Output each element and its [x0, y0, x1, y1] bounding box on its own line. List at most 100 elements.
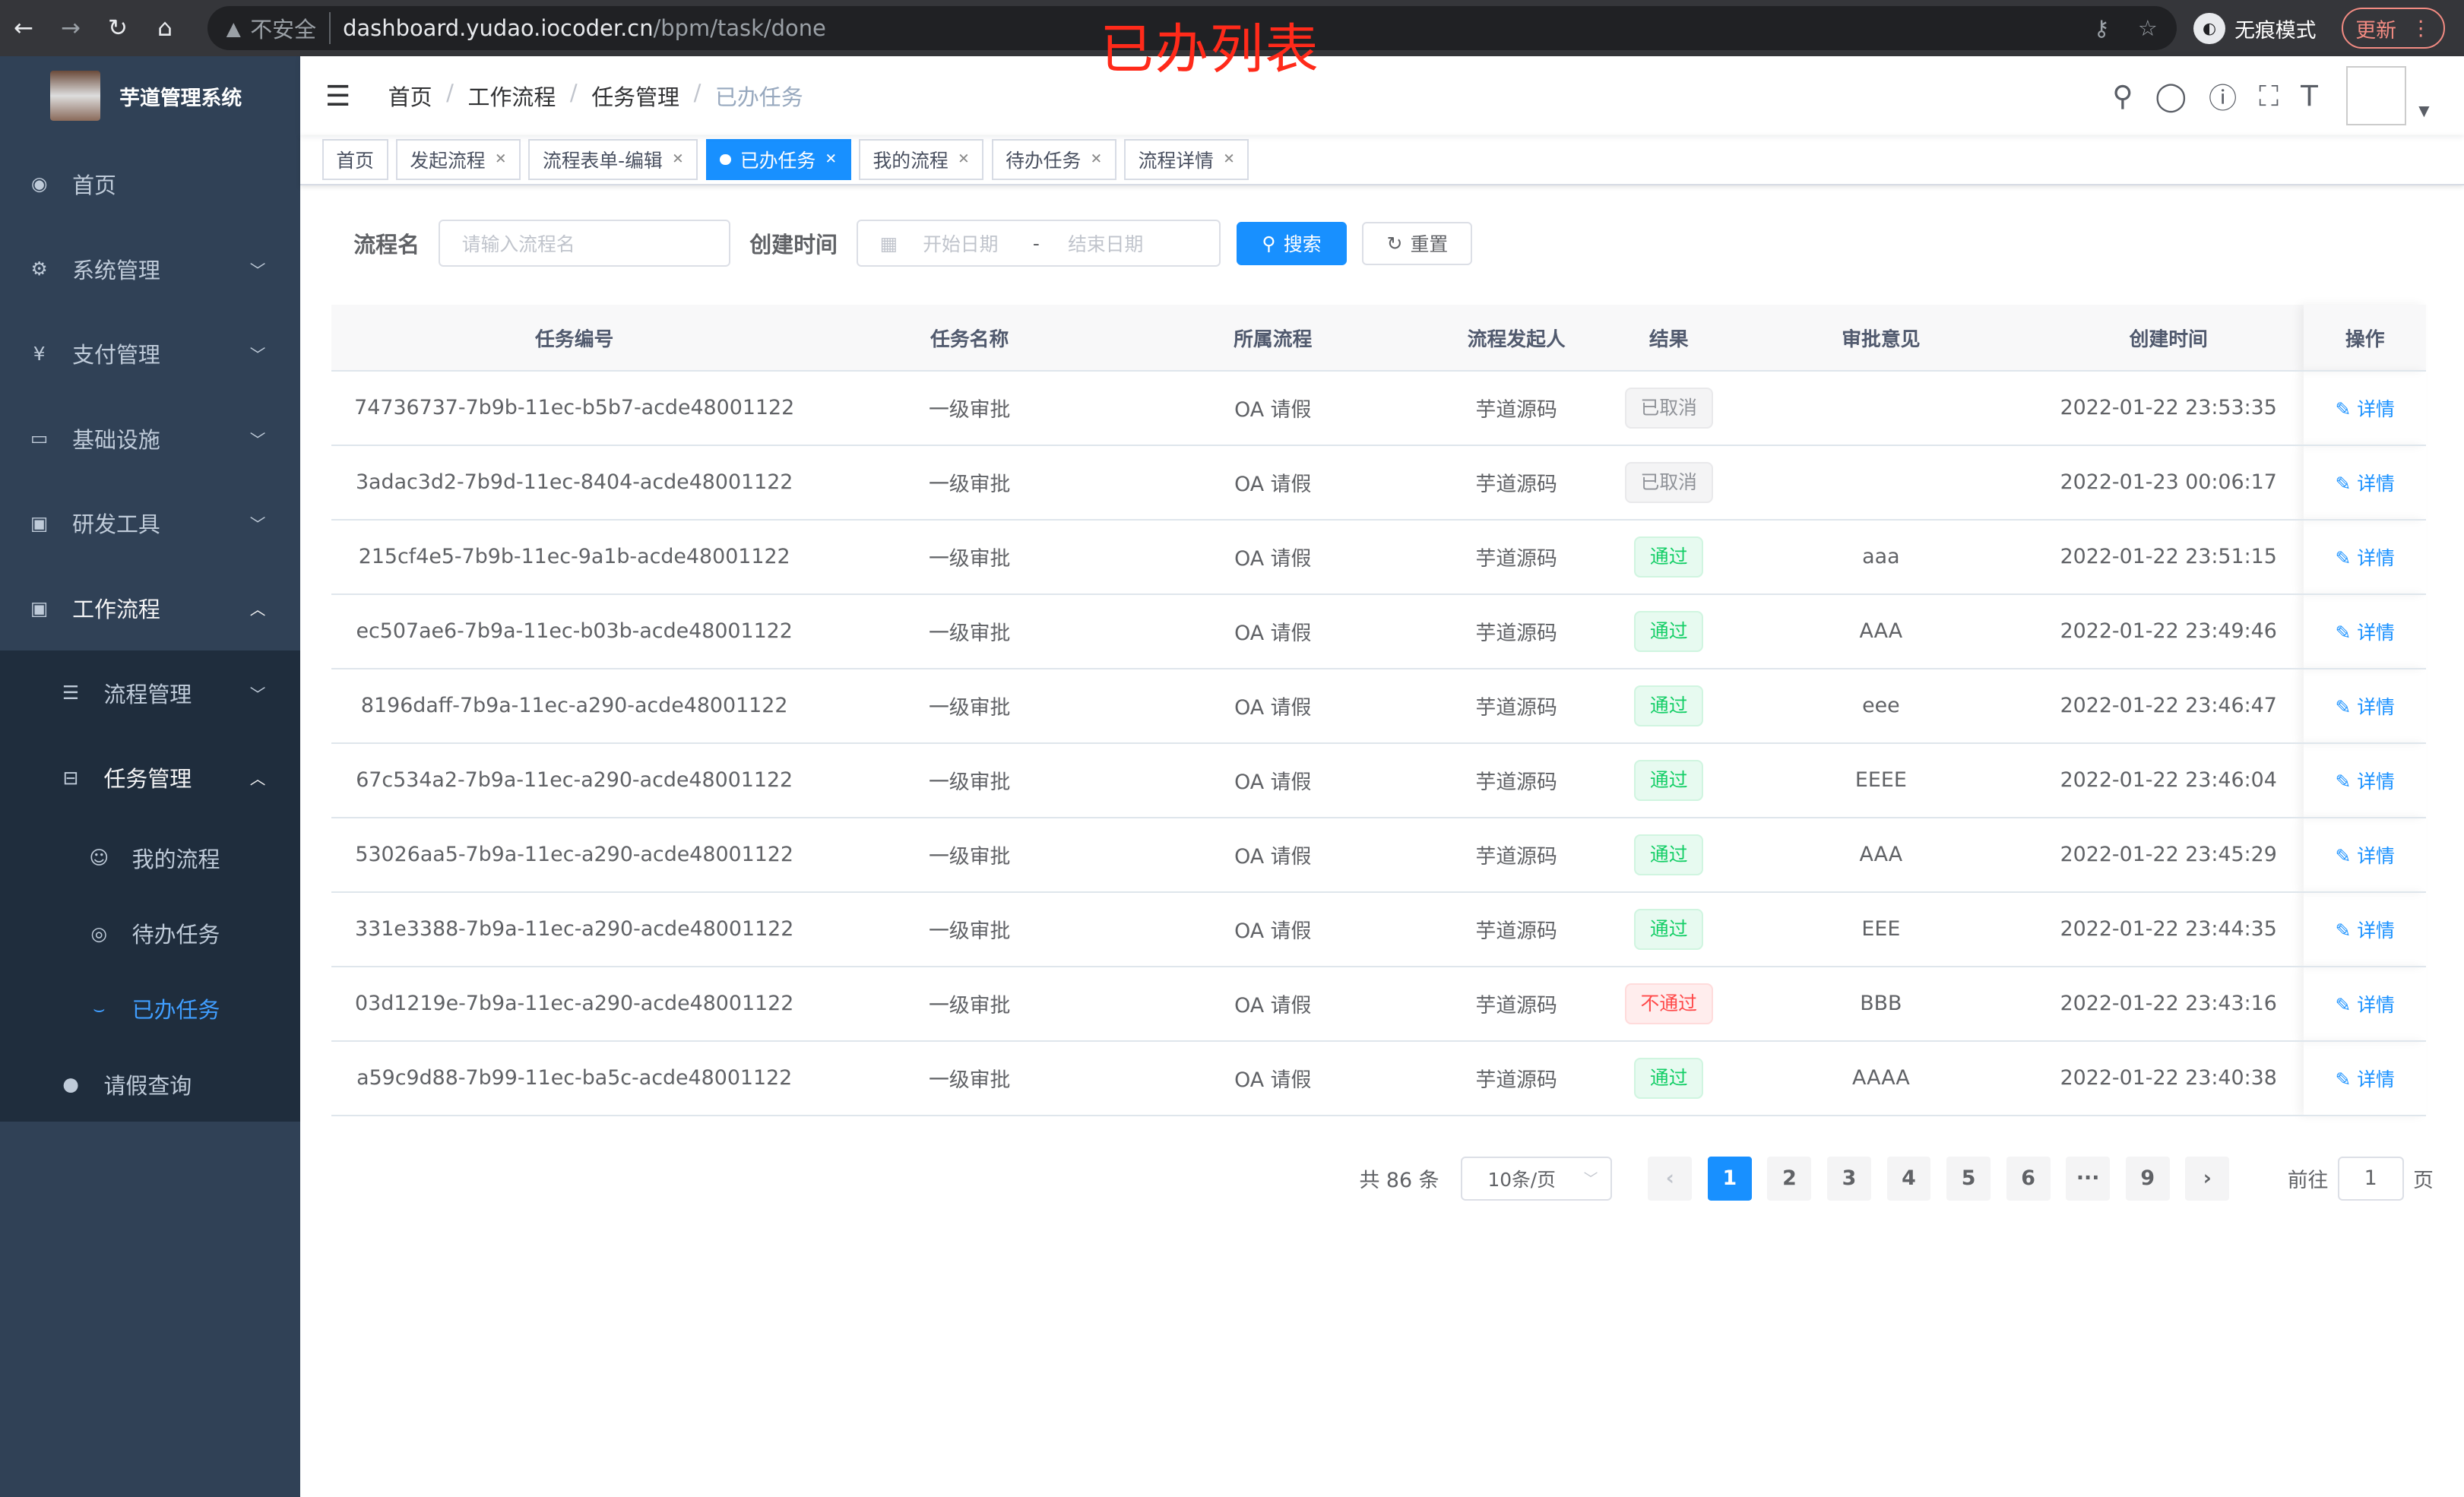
tag-process-detail[interactable]: 流程详情 ✕ — [1124, 139, 1249, 180]
monitor-icon: ▭ — [30, 427, 49, 450]
github-icon[interactable]: ◯ — [2155, 79, 2187, 113]
list-icon: ☰ — [62, 682, 80, 704]
breadcrumb-item[interactable]: 工作流程 — [467, 84, 556, 111]
edit-icon: ✎ — [2335, 919, 2352, 942]
sidebar-item-workflow[interactable]: ▣ 工作流程 ︿ — [0, 565, 300, 650]
sidebar-item-leave[interactable]: ● 请假查询 — [0, 1046, 300, 1122]
page-button[interactable]: 4 — [1886, 1156, 1931, 1201]
detail-button[interactable]: ✎ 详情 — [2336, 845, 2395, 867]
task-id: 53026aa5-7b9a-11ec-a290-acde48001122 — [355, 843, 793, 867]
sidebar-item-home[interactable]: ◉ 首页 — [0, 141, 300, 226]
process-name-cell: OA 请假 — [1122, 445, 1424, 521]
task-id: 331e3388-7b9a-11ec-a290-acde48001122 — [355, 917, 794, 942]
search-icon[interactable]: ⚲ — [2112, 79, 2133, 113]
page-button[interactable]: 5 — [1946, 1156, 1991, 1201]
sidebar-item-todo[interactable]: ◎ 待办任务 — [0, 895, 300, 970]
page-button[interactable]: 3 — [1827, 1156, 1871, 1201]
task-name: 一级审批 — [928, 398, 1011, 423]
date-range-picker[interactable]: ▦ 开始日期 - 结束日期 — [856, 220, 1221, 267]
forward-icon[interactable]: → — [61, 14, 81, 43]
sidebar-item-system[interactable]: ⚙ 系统管理 ﹀ — [0, 226, 300, 312]
process-name: OA 请假 — [1234, 473, 1312, 497]
prev-page-button[interactable]: ‹ — [1648, 1156, 1693, 1201]
sidebar-item-infra[interactable]: ▭ 基础设施 ﹀ — [0, 396, 300, 481]
close-icon[interactable]: ✕ — [958, 151, 970, 168]
detail-button[interactable]: ✎ 详情 — [2336, 547, 2395, 569]
back-icon[interactable]: ← — [14, 14, 33, 43]
fullscreen-icon[interactable]: ⛶ — [2259, 78, 2279, 112]
page-button[interactable]: ··· — [2066, 1156, 2111, 1201]
sidebar-item-dev[interactable]: ▣ 研发工具 ﹀ — [0, 481, 300, 566]
column-header: 结果 — [1609, 305, 1729, 372]
update-button[interactable]: 更新 ⋮ — [2341, 8, 2446, 49]
detail-button[interactable]: ✎ 详情 — [2336, 771, 2395, 793]
total-count: 共 86 条 — [1359, 1169, 1439, 1193]
page-button[interactable]: 9 — [2125, 1156, 2170, 1201]
tag-my-process[interactable]: 我的流程 ✕ — [858, 139, 984, 180]
column-header: 创建时间 — [2033, 305, 2304, 372]
initiator-cell: 芋道源码 — [1424, 891, 1610, 967]
font-size-icon[interactable]: T — [2301, 79, 2318, 113]
close-icon[interactable]: ✕ — [825, 151, 838, 168]
star-icon[interactable]: ☆ — [2137, 15, 2158, 42]
close-icon[interactable]: ✕ — [1223, 151, 1235, 168]
caret-down-icon[interactable]: ▼ — [2418, 103, 2430, 120]
user-icon: ● — [62, 1073, 79, 1095]
close-icon[interactable]: ✕ — [494, 151, 507, 168]
detail-button[interactable]: ✎ 详情 — [2336, 1068, 2395, 1090]
detail-button[interactable]: ✎ 详情 — [2336, 919, 2395, 942]
tag-home[interactable]: 首页 — [321, 139, 388, 180]
sidebar-item-done[interactable]: ⌣ 已办任务 — [0, 971, 300, 1046]
toolbox-icon: ▣ — [30, 597, 49, 619]
close-icon[interactable]: ✕ — [1090, 151, 1103, 168]
label: 流程表单-编辑 — [542, 149, 663, 172]
sidebar-item-pay[interactable]: ¥ 支付管理 ﹀ — [0, 311, 300, 396]
tag-form-edit[interactable]: 流程表单-编辑 ✕ — [528, 139, 698, 180]
address-bar[interactable]: ▲ 不安全 dashboard.yudao.iocoder.cn/bpm/tas… — [207, 6, 2177, 51]
detail-button[interactable]: ✎ 详情 — [2336, 696, 2395, 718]
incognito-badge[interactable]: ◐ 无痕模式 — [2187, 8, 2332, 49]
tag-start-process[interactable]: 发起流程 ✕ — [395, 139, 521, 180]
breadcrumb: 首页 / 工作流程 / 任务管理 / 已办任务 — [388, 80, 803, 111]
task-name-cell: 一级审批 — [817, 593, 1123, 669]
comment-cell: AAA — [1728, 817, 2034, 893]
reset-button[interactable]: ↻ 重置 — [1362, 221, 1473, 266]
goto-page-input[interactable]: 1 — [2337, 1156, 2404, 1201]
reload-icon[interactable]: ↻ — [108, 14, 128, 43]
action-cell: ✎ 详情 — [2304, 370, 2427, 446]
sidebar-item-task-manage[interactable]: ⊟ 任务管理 ︿ — [0, 736, 300, 821]
update-label: 更新 — [2355, 18, 2396, 43]
page-button[interactable]: 2 — [1767, 1156, 1812, 1201]
next-page-button[interactable]: › — [2185, 1156, 2230, 1201]
process-name-cell: OA 请假 — [1122, 1040, 1424, 1116]
table-row: 3adac3d2-7b9d-11ec-8404-acde48001122 一级审批… — [331, 445, 2427, 521]
result-badge: 通过 — [1634, 760, 1704, 801]
help-icon[interactable]: ⓘ — [2209, 81, 2238, 116]
detail-button[interactable]: ✎ 详情 — [2336, 473, 2395, 495]
key-icon[interactable]: ⚷ — [2093, 15, 2110, 42]
avatar[interactable] — [2346, 65, 2406, 126]
tag-todo[interactable]: 待办任务 ✕ — [991, 139, 1116, 180]
close-icon[interactable]: ✕ — [672, 151, 684, 168]
detail-button[interactable]: ✎ 详情 — [2336, 622, 2395, 644]
breadcrumb-item[interactable]: 任务管理 — [591, 84, 679, 111]
search-button[interactable]: ⚲ 搜索 — [1237, 221, 1347, 266]
home-icon[interactable]: ⌂ — [157, 14, 173, 43]
refresh-icon: ↻ — [1386, 232, 1403, 255]
detail-button[interactable]: ✎ 详情 — [2336, 398, 2395, 420]
page-size-select[interactable]: 10条/页 ﹀ — [1461, 1156, 1612, 1201]
breadcrumb-item[interactable]: 首页 — [388, 84, 432, 111]
initiator-cell: 芋道源码 — [1424, 742, 1610, 818]
sidebar-item-my-process[interactable]: ☺ 我的流程 — [0, 820, 300, 895]
comment: AAA — [1859, 619, 1903, 644]
sidebar-item-process-manage[interactable]: ☰ 流程管理 ﹀ — [0, 650, 300, 736]
page-button[interactable]: 6 — [2006, 1156, 2051, 1201]
page-button[interactable]: 1 — [1707, 1156, 1752, 1201]
detail-button[interactable]: ✎ 详情 — [2336, 994, 2395, 1016]
tag-done-tasks[interactable]: 已办任务 ✕ — [705, 139, 851, 180]
process-name-input[interactable]: 请输入流程名 — [438, 220, 731, 267]
process-name-label: 流程名 — [353, 232, 420, 258]
logo[interactable]: 芋道管理系统 — [0, 56, 300, 135]
hamburger-icon[interactable]: ☰ — [325, 79, 351, 113]
tree-icon: ⊟ — [62, 766, 79, 789]
